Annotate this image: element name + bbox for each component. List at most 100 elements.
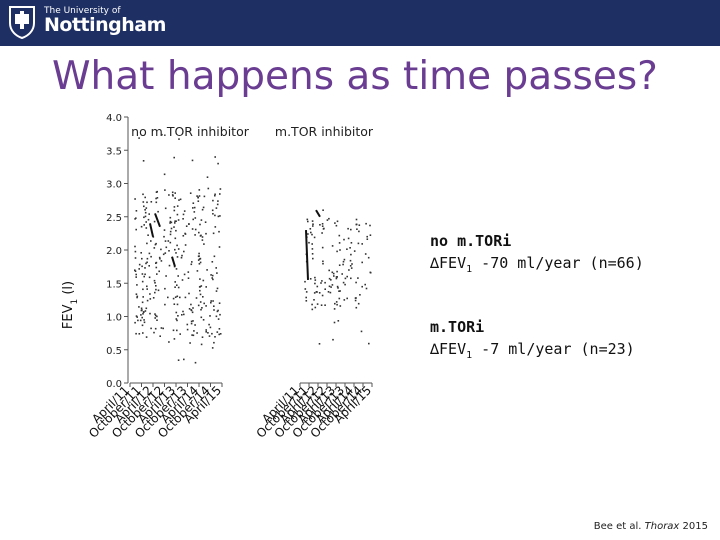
data-point [209, 315, 211, 317]
data-point [312, 257, 314, 260]
data-point [356, 228, 358, 230]
data-point [142, 332, 144, 334]
data-point [143, 205, 145, 208]
data-point [190, 320, 193, 323]
data-point [145, 207, 148, 209]
data-point [355, 218, 358, 221]
data-point [201, 208, 204, 211]
data-point [313, 292, 316, 294]
data-point [145, 221, 147, 223]
y-axis-label: FEV1 (l) [61, 281, 80, 329]
data-point [150, 240, 152, 242]
data-point [193, 330, 195, 332]
data-point [219, 215, 221, 217]
data-point [324, 288, 326, 290]
data-point [214, 214, 216, 217]
data-point [191, 311, 194, 314]
data-point [144, 209, 146, 211]
data-point [212, 300, 214, 302]
data-point [326, 219, 329, 221]
trend-stroke [149, 223, 154, 237]
data-point [316, 285, 319, 288]
data-point [163, 229, 166, 231]
data-point [154, 314, 157, 317]
data-point [334, 222, 336, 224]
data-point [350, 267, 353, 269]
data-point [173, 303, 176, 305]
data-point [197, 196, 199, 199]
data-point [201, 239, 204, 241]
data-point [213, 341, 215, 344]
trend-stroke [315, 209, 321, 218]
data-point [148, 276, 151, 279]
y-tick-label: 3.0 [106, 180, 122, 191]
data-point [197, 304, 200, 307]
data-point [307, 233, 309, 235]
data-point [349, 247, 351, 249]
data-point [343, 258, 346, 261]
data-point [169, 241, 172, 244]
data-point [310, 231, 312, 234]
data-point [194, 228, 197, 231]
data-point [327, 291, 330, 293]
data-point [154, 327, 157, 330]
y-tick-label: 1.0 [106, 313, 122, 324]
data-point [334, 302, 336, 305]
data-point [361, 243, 363, 245]
data-point [354, 299, 357, 302]
data-point [203, 195, 206, 198]
data-point [358, 230, 360, 233]
panel-mtor: m.TOR inhibitorApril/11October/11April/1… [254, 124, 375, 441]
data-point [343, 299, 346, 301]
data-point [328, 217, 330, 220]
data-point [217, 309, 219, 312]
data-point [357, 277, 359, 279]
y-tick-label: 4.0 [106, 113, 122, 124]
data-point [333, 275, 335, 277]
data-point [156, 315, 158, 318]
data-point [194, 217, 197, 219]
data-point [322, 260, 324, 263]
data-point [134, 250, 137, 253]
data-point [171, 194, 174, 196]
slide-title: What happens as time passes? [52, 54, 658, 99]
data-point [172, 297, 175, 300]
data-point [153, 247, 156, 249]
data-point [314, 279, 317, 281]
data-point [355, 306, 358, 309]
data-point [173, 206, 176, 208]
data-point [361, 261, 363, 264]
data-point [195, 297, 198, 299]
data-point [201, 236, 204, 238]
data-point [136, 284, 138, 286]
data-point [169, 233, 172, 236]
data-point [145, 307, 148, 310]
data-point [173, 156, 175, 159]
data-point [171, 191, 174, 194]
data-point [134, 245, 136, 248]
data-point [369, 271, 372, 274]
data-point [178, 138, 180, 140]
data-point [342, 281, 345, 284]
data-point [140, 309, 143, 312]
data-point [318, 343, 321, 345]
data-point [337, 320, 340, 322]
data-point [314, 276, 316, 279]
data-point [335, 277, 338, 280]
data-point [186, 323, 189, 326]
data-point [154, 317, 156, 319]
data-point [162, 253, 165, 256]
data-point [135, 315, 138, 317]
data-point [347, 237, 350, 240]
data-point [165, 275, 167, 277]
university-crest-icon [9, 6, 35, 39]
data-point [198, 252, 200, 255]
data-point [192, 307, 194, 309]
data-point [169, 220, 172, 223]
data-point [186, 328, 189, 331]
data-point [348, 269, 350, 271]
data-point [336, 303, 338, 306]
data-point [199, 289, 201, 292]
data-point [203, 302, 205, 305]
data-point [211, 274, 214, 277]
